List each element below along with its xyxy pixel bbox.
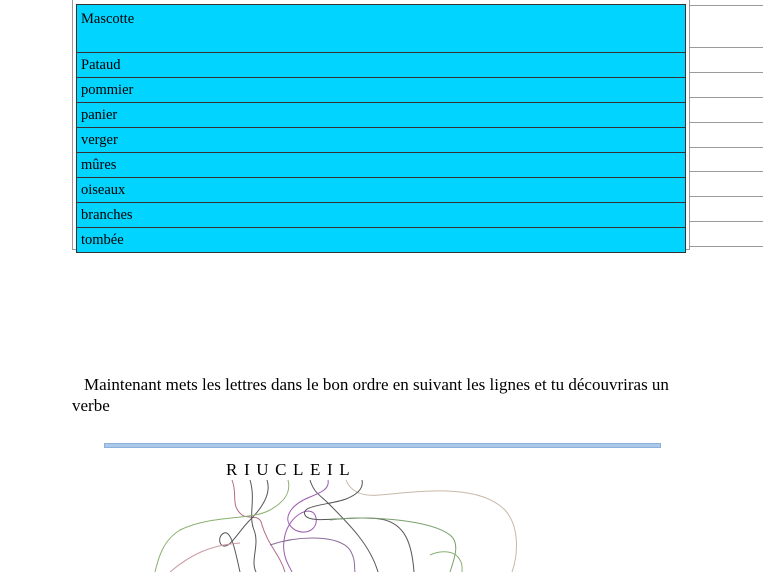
letter: I [326,460,333,479]
table-row: panier [76,102,686,128]
word-cell: verger [76,127,686,153]
letter: E [310,460,321,479]
letter: C [275,460,287,479]
table-row: verger [76,127,686,153]
separator-bar [104,443,661,448]
word-table: Mascotte Pataud pommier panier verger mûres oi… [76,4,686,253]
word-cell: Pataud [76,52,686,78]
word-cell: pommier [76,77,686,103]
letter: L [339,460,350,479]
letter: R [226,460,238,479]
letter: I [243,460,250,479]
letter: L [293,460,304,479]
word-cell: branches [76,202,686,228]
word-cell: oiseaux [76,177,686,203]
table-row: Mascotte [76,4,686,53]
word-cell: Mascotte [76,4,686,53]
table-row: oiseaux [76,177,686,203]
tangled-lines-puzzle [154,479,517,572]
instruction-text: Maintenant mets les lettres dans le bon … [72,375,669,415]
table-row: Pataud [76,52,686,78]
table-row: mûres [76,152,686,178]
table-row: pommier [76,77,686,103]
word-cell: mûres [76,152,686,178]
table-row: branches [76,202,686,228]
word-cell: tombée [76,227,686,253]
letter: U [256,460,269,479]
word-cell: panier [76,102,686,128]
answer-lines [690,0,763,250]
table-row: tombée [76,227,686,253]
